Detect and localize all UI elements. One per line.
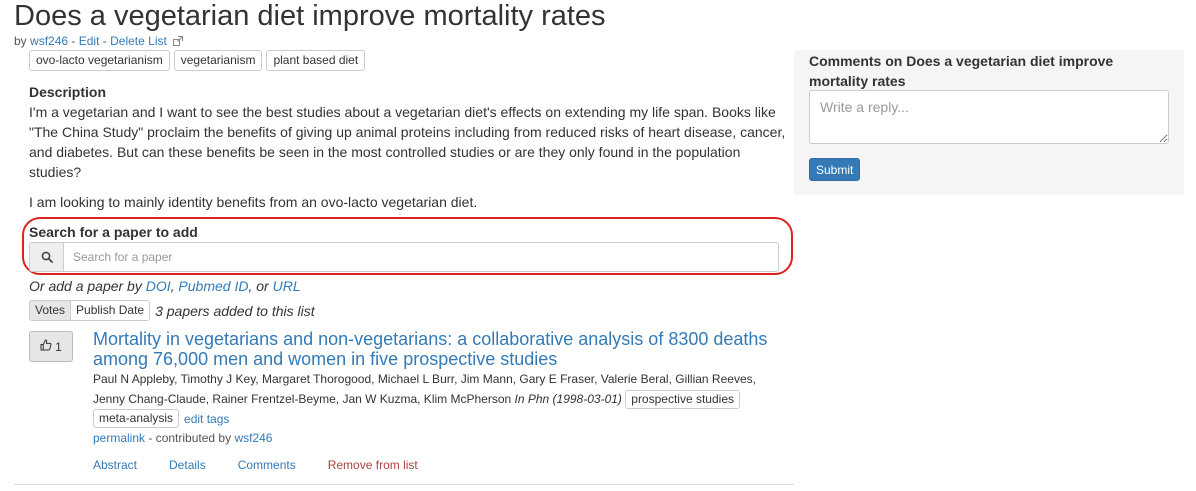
edit-link[interactable]: Edit <box>78 34 100 48</box>
byline-separator: - <box>71 34 76 48</box>
list-tags: ovo-lacto vegetarianism vegetarianism pl… <box>29 50 366 71</box>
doi-link[interactable]: DOI <box>145 278 171 294</box>
paper-title-link[interactable]: Mortality in vegetarians and non-vegetar… <box>93 329 768 369</box>
paper-tags: meta-analysis edit tags <box>93 409 229 428</box>
tab-details[interactable]: Details <box>169 458 206 472</box>
thumbs-up-icon <box>40 339 52 354</box>
tab-comments[interactable]: Comments <box>237 458 296 472</box>
paper-authors: Paul N Appleby, Timothy J Key, Margaret … <box>93 369 773 409</box>
upvote-button[interactable]: 1 <box>29 331 73 362</box>
tab-abstract[interactable]: Abstract <box>93 458 138 472</box>
vote-count: 1 <box>55 339 62 354</box>
search-group <box>29 242 779 272</box>
sort-toolbar: Votes Publish Date 3 papers added to thi… <box>29 300 315 321</box>
description-paragraph: I am looking to mainly identity benefits… <box>29 194 478 210</box>
paper-meta: permalink - contributed by wsf246 <box>93 431 272 445</box>
paper-tag[interactable]: prospective studies <box>625 390 740 409</box>
byline: by wsf246 - Edit - Delete List <box>14 34 184 48</box>
search-input[interactable] <box>63 242 779 272</box>
permalink-link[interactable]: permalink <box>93 431 146 445</box>
remove-from-list-link[interactable]: Remove from list <box>327 458 418 472</box>
edit-tags-link[interactable]: edit tags <box>184 411 230 426</box>
author-link[interactable]: wsf246 <box>30 34 69 48</box>
contributor-link[interactable]: wsf246 <box>234 431 273 445</box>
sort-publish-date-button[interactable]: Publish Date <box>71 300 151 321</box>
papers-count: 3 papers added to this list <box>155 302 315 319</box>
pubmed-id-link[interactable]: Pubmed ID <box>178 278 249 294</box>
tag[interactable]: plant based diet <box>266 50 366 71</box>
byline-prefix: by <box>14 34 27 48</box>
separator: , or <box>248 278 269 294</box>
comments-title: Comments on Does a vegetarian diet impro… <box>809 53 1114 89</box>
paper-tag[interactable]: meta-analysis <box>93 409 180 428</box>
divider <box>14 484 794 485</box>
byline-separator: - <box>102 34 107 48</box>
delete-list-link[interactable]: Delete List <box>110 34 167 48</box>
description-heading: Description <box>29 84 107 100</box>
tag[interactable]: ovo-lacto vegetarianism <box>29 50 170 71</box>
page-title: Does a vegetarian diet improve mortality… <box>14 0 606 32</box>
search-icon <box>29 242 63 272</box>
author-list: Paul N Appleby, Timothy J Key, Margaret … <box>93 372 756 406</box>
external-link-icon[interactable] <box>173 35 184 46</box>
highlight-outline <box>22 217 793 275</box>
paper-tabs: Abstract Details Comments Remove from li… <box>93 458 450 472</box>
submit-button[interactable]: Submit <box>809 158 861 181</box>
add-by-prefix: Or add a paper by <box>29 278 142 294</box>
search-label: Search for a paper to add <box>29 224 198 240</box>
add-paper-by: Or add a paper by DOI, Pubmed ID, or URL <box>29 278 301 294</box>
reply-textarea[interactable] <box>809 90 1169 144</box>
description-paragraph: I'm a vegetarian and I want to see the b… <box>29 104 786 180</box>
url-link[interactable]: URL <box>272 278 301 294</box>
separator: , <box>170 278 175 294</box>
journal: In Phn (1998-03-01) <box>514 392 622 406</box>
sort-votes-button[interactable]: Votes <box>29 300 72 321</box>
tag[interactable]: vegetarianism <box>173 50 263 71</box>
contributed-by-label: - contributed by <box>148 431 232 445</box>
comments-panel: Comments on Does a vegetarian diet impro… <box>794 50 1184 195</box>
